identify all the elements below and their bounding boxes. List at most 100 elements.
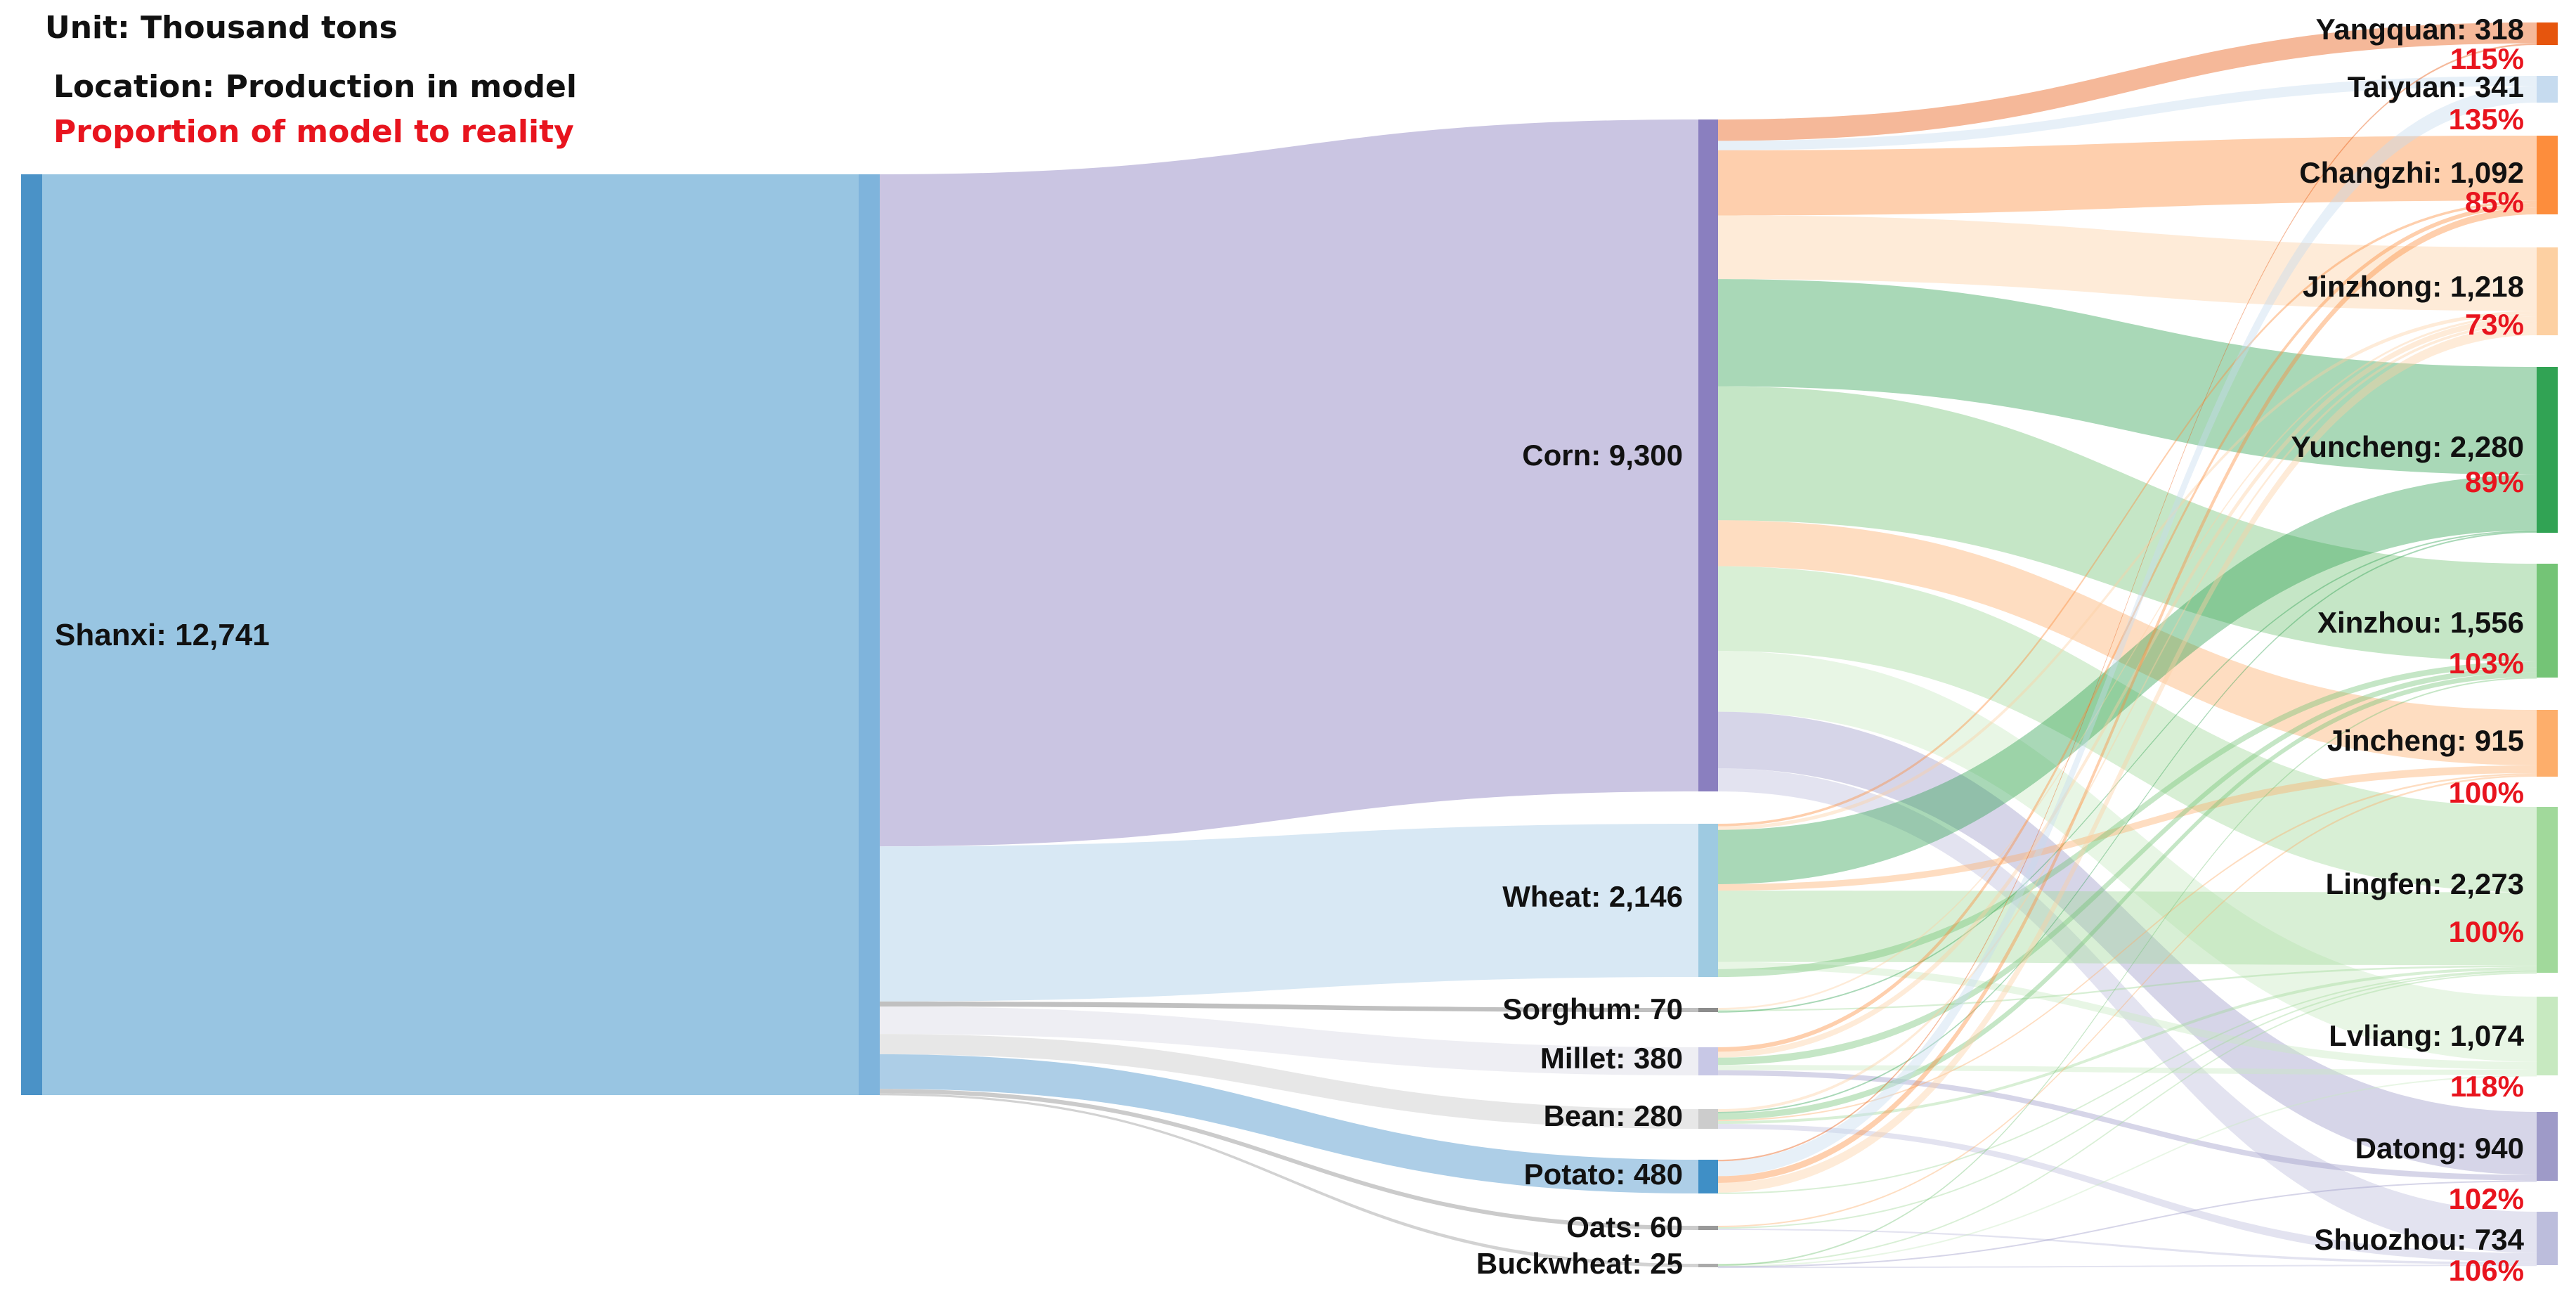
flow-millet-to-lvliang	[1718, 1065, 2537, 1075]
proportion-shuozhou: 106%	[2449, 1254, 2524, 1287]
flow-shanxi-to-potato	[880, 1054, 1698, 1193]
flow-corn-to-jincheng	[1718, 520, 2537, 765]
node-potato	[1698, 1160, 1718, 1193]
proportion-lingfen: 100%	[2449, 915, 2524, 948]
flow-potato-to-taiyuan	[1718, 86, 2537, 1177]
flow-corn-to-datong	[1718, 711, 2537, 1175]
node-sorghum	[1698, 1008, 1718, 1012]
proportion-xinzhou: 103%	[2449, 647, 2524, 680]
flow-shanxi-to-wheat	[880, 824, 1698, 1002]
flow-wheat-to-jincheng	[1718, 765, 2537, 891]
proportion-jinzhong: 73%	[2465, 308, 2524, 341]
label-sorghum: Sorghum: 70	[1502, 992, 1683, 1025]
label-datong: Datong: 940	[2355, 1132, 2524, 1165]
node-lingfen	[2537, 807, 2558, 973]
label-lvliang: Lvliang: 1,074	[2329, 1019, 2524, 1052]
flow-oats-to-lingfen	[1718, 971, 2537, 1229]
node-datong	[2537, 1112, 2558, 1181]
proportion-note: Proportion of model to reality	[53, 114, 574, 150]
node-changzhi	[2537, 136, 2558, 214]
label-yangquan: Yangquan: 318	[2316, 13, 2524, 46]
flow-sorghum-to-lingfen	[1718, 965, 2537, 1011]
flow-wheat-to-lvliang	[1718, 962, 2537, 1070]
label-changzhi: Changzhi: 1,092	[2299, 156, 2524, 189]
label-millet: Millet: 380	[1540, 1042, 1683, 1075]
flow-oats-to-shuozhou	[1718, 1229, 2537, 1265]
flow-bean-to-yuncheng	[1718, 531, 2537, 1113]
label-xinzhou: Xinzhou: 1,556	[2317, 606, 2524, 639]
flow-sorghum-to-yuncheng	[1718, 530, 2537, 1013]
proportion-yangquan: 115%	[2450, 42, 2524, 75]
node-oats	[1698, 1226, 1718, 1230]
flow-bean-to-shuozhou	[1718, 1124, 2537, 1262]
flow-wheat-to-changzhi	[1718, 200, 2537, 827]
node-taiyuan	[2537, 76, 2558, 103]
flow-wheat-to-jinzhong	[1718, 311, 2537, 830]
label-wheat: Wheat: 2,146	[1502, 880, 1683, 913]
node-millet	[1698, 1047, 1718, 1075]
node-jincheng	[2537, 710, 2558, 777]
shanxi-band	[21, 174, 880, 1095]
node-jinzhong	[2537, 247, 2558, 335]
flow-buckwheat-to-datong	[1718, 1180, 2537, 1268]
flow-buckwheat-to-xinzhou	[1718, 677, 2537, 1267]
flow-wheat-to-yuncheng	[1718, 474, 2537, 884]
node-wheat	[1698, 824, 1718, 977]
flow-sorghum-to-jinzhong	[1718, 314, 2537, 1010]
flow-bean-to-jinzhong	[1718, 322, 2537, 1112]
proportion-lvliang: 118%	[2450, 1070, 2524, 1103]
label-yuncheng: Yuncheng: 2,280	[2291, 430, 2524, 463]
label-shuozhou: Shuozhou: 734	[2314, 1223, 2524, 1256]
flow-oats-to-jincheng	[1718, 775, 2537, 1227]
flow-buckwheat-to-lingfen	[1718, 972, 2537, 1265]
flow-buckwheat-to-lvliang	[1718, 1075, 2537, 1267]
unit-note: Unit: Thousand tons	[45, 10, 398, 46]
flow-corn-to-taiyuan	[1718, 76, 2537, 150]
flow-millet-to-xinzhou	[1718, 667, 2537, 1066]
flow-millet-to-jinzhong	[1718, 316, 2537, 1058]
flow-corn-to-lvliang	[1718, 651, 2537, 1062]
flow-wheat-to-lingfen	[1718, 891, 2537, 966]
label-taiyuan: Taiyuan: 341	[2348, 70, 2524, 103]
label-shanxi: Shanxi: 12,741	[55, 618, 270, 652]
proportion-yuncheng: 89%	[2465, 465, 2524, 498]
label-lingfen: Lingfen: 2,273	[2326, 867, 2524, 900]
node-yuncheng	[2537, 367, 2558, 533]
node-shanxi-right-edge	[859, 174, 880, 1095]
flow-shanxi-to-corn	[880, 119, 1698, 847]
flow-bean-to-lingfen	[1718, 966, 2537, 1124]
flow-millet-to-changzhi	[1718, 203, 2537, 1052]
flow-buckwheat-to-shuozhou	[1718, 1264, 2537, 1269]
flow-shanxi-to-millet	[880, 1007, 1698, 1075]
node-corn	[1698, 119, 1718, 791]
flow-potato-to-yangquan	[1718, 43, 2537, 1162]
flow-corn-to-xinzhou	[1718, 386, 2537, 661]
proportion-jincheng: 100%	[2449, 776, 2524, 809]
label-jinzhong: Jinzhong: 1,218	[2303, 270, 2524, 303]
proportion-datong: 102%	[2449, 1182, 2524, 1215]
flow-millet-to-datong	[1718, 1070, 2537, 1181]
flow-shanxi-to-buckwheat	[880, 1093, 1698, 1267]
node-shuozhou	[2537, 1212, 2558, 1265]
flow-corn-to-shuozhou	[1718, 768, 2537, 1253]
flow-corn-to-changzhi	[1718, 136, 2537, 216]
label-jincheng: Jincheng: 915	[2327, 724, 2524, 757]
flow-bean-to-jincheng	[1718, 773, 2537, 1121]
flow-potato-to-lingfen	[1718, 970, 2537, 1194]
node-buckwheat	[1698, 1264, 1718, 1267]
label-potato: Potato: 480	[1524, 1158, 1683, 1191]
flow-potato-to-changzhi	[1718, 207, 2537, 1184]
node-bean	[1698, 1109, 1718, 1129]
label-buckwheat: Buckwheat: 25	[1476, 1247, 1683, 1280]
proportion-taiyuan: 135%	[2449, 103, 2524, 136]
location-note: Location: Production in model	[53, 69, 577, 105]
node-yangquan	[2537, 22, 2558, 45]
node-lvliang	[2537, 997, 2558, 1075]
flow-corn-to-yangquan	[1718, 22, 2537, 141]
flow-wheat-to-xinzhou	[1718, 661, 2537, 977]
flow-corn-to-lingfen	[1718, 566, 2537, 893]
flow-shanxi-to-bean	[880, 1034, 1698, 1129]
flow-bean-to-xinzhou	[1718, 672, 2537, 1120]
flow-potato-to-jinzhong	[1718, 325, 2537, 1193]
